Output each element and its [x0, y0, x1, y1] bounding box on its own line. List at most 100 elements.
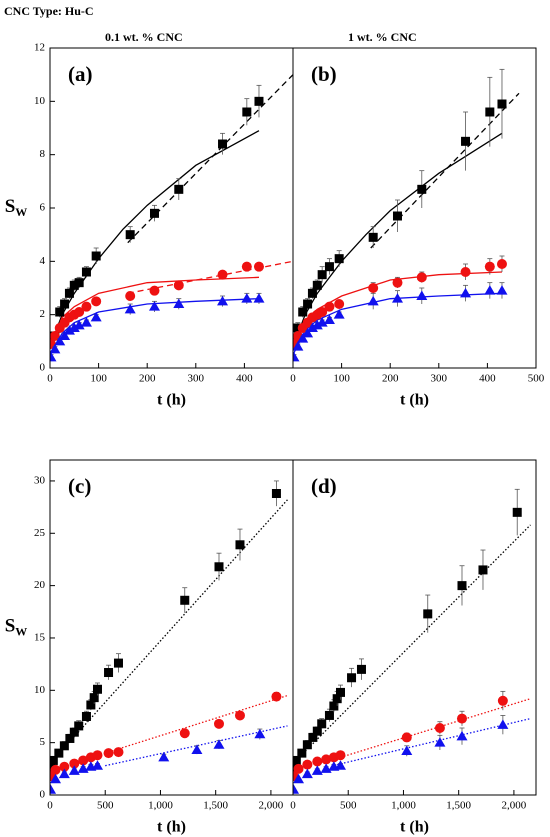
- fit-line: [50, 276, 260, 347]
- x-tick-label: 500: [340, 800, 357, 812]
- point: [92, 684, 102, 694]
- x-tick-label: 500: [97, 800, 114, 812]
- point: [302, 327, 314, 338]
- point: [334, 760, 346, 770]
- point: [496, 259, 507, 269]
- point: [271, 691, 282, 702]
- point: [392, 211, 402, 221]
- point: [293, 351, 300, 362]
- x-tick-label: 200: [382, 373, 399, 385]
- point: [74, 307, 85, 317]
- point: [69, 758, 80, 769]
- point: [50, 755, 58, 765]
- point: [54, 748, 64, 758]
- point: [317, 307, 328, 317]
- point: [456, 730, 468, 741]
- point: [303, 299, 313, 309]
- y-tick-label: 0: [40, 362, 46, 374]
- point: [254, 96, 264, 106]
- point: [125, 291, 136, 301]
- point: [293, 763, 304, 774]
- y-tick-label: 2: [40, 308, 46, 320]
- x-tick-label: 400: [479, 373, 496, 385]
- point: [89, 693, 99, 703]
- point: [497, 695, 508, 706]
- y-tick-label: 10: [34, 95, 46, 107]
- point: [329, 701, 339, 711]
- x-axis-label: t (h): [157, 819, 186, 836]
- y-tick-label: 4: [40, 255, 46, 267]
- point: [91, 760, 103, 770]
- point: [218, 139, 228, 149]
- y-tick-label: 12: [34, 42, 45, 54]
- point: [254, 728, 266, 739]
- point: [416, 272, 427, 283]
- point: [92, 750, 103, 761]
- point: [124, 303, 136, 314]
- point: [298, 307, 308, 317]
- point: [302, 759, 313, 770]
- point: [401, 732, 412, 743]
- point: [63, 325, 75, 335]
- y-tick-label: 0: [40, 789, 46, 801]
- x-tick-label: 1,000: [148, 800, 173, 812]
- plot-frame: [49, 459, 294, 796]
- figure-header: CNC Type: Hu-C: [4, 4, 94, 18]
- point: [50, 764, 61, 775]
- point: [59, 761, 70, 772]
- x-tick-label: 0: [290, 373, 296, 385]
- point: [347, 673, 357, 683]
- point: [391, 293, 403, 303]
- point: [241, 261, 252, 272]
- x-tick-label: 1,500: [203, 800, 228, 812]
- point: [401, 745, 413, 756]
- plot-area: [293, 488, 531, 794]
- fit-line: [336, 698, 531, 759]
- x-tick-label: 0: [47, 800, 53, 812]
- point: [324, 710, 334, 720]
- column-title: 1 wt. % CNC: [348, 30, 417, 44]
- point: [324, 262, 334, 272]
- y-tick-label: 5: [40, 736, 46, 748]
- point: [293, 773, 305, 784]
- point: [293, 341, 304, 351]
- point: [301, 768, 313, 779]
- point: [74, 278, 84, 288]
- point: [312, 756, 323, 767]
- point: [50, 343, 61, 354]
- x-tick-label: 400: [236, 373, 253, 385]
- point: [125, 230, 135, 240]
- point: [91, 251, 101, 261]
- plot-area: [50, 74, 293, 362]
- y-axis-label: SW: [5, 616, 28, 638]
- point: [317, 270, 327, 280]
- point: [497, 719, 509, 729]
- fit-line: [293, 524, 531, 765]
- point: [68, 765, 80, 775]
- x-tick-label: 2,000: [259, 800, 284, 812]
- x-tick-label: 0: [290, 800, 296, 812]
- y-axis-label-main: S: [5, 196, 16, 217]
- x-tick-label: 300: [431, 373, 448, 385]
- point: [324, 301, 335, 312]
- point: [180, 595, 190, 605]
- point: [308, 732, 318, 742]
- point: [217, 269, 228, 280]
- point: [73, 319, 85, 330]
- point: [113, 658, 123, 668]
- plot-area: [50, 480, 288, 794]
- point: [81, 301, 92, 312]
- point: [323, 314, 335, 324]
- point: [512, 507, 522, 517]
- point: [293, 784, 300, 794]
- point: [484, 285, 496, 295]
- x-axis-label: t (h): [157, 392, 186, 409]
- point: [417, 184, 427, 194]
- point: [456, 713, 467, 724]
- column-title: 0.1 wt. % CNC: [105, 30, 183, 44]
- x-tick-label: 500: [528, 373, 545, 385]
- point: [191, 744, 203, 754]
- point: [214, 562, 224, 572]
- point: [392, 277, 403, 288]
- plot-area: [293, 68, 520, 362]
